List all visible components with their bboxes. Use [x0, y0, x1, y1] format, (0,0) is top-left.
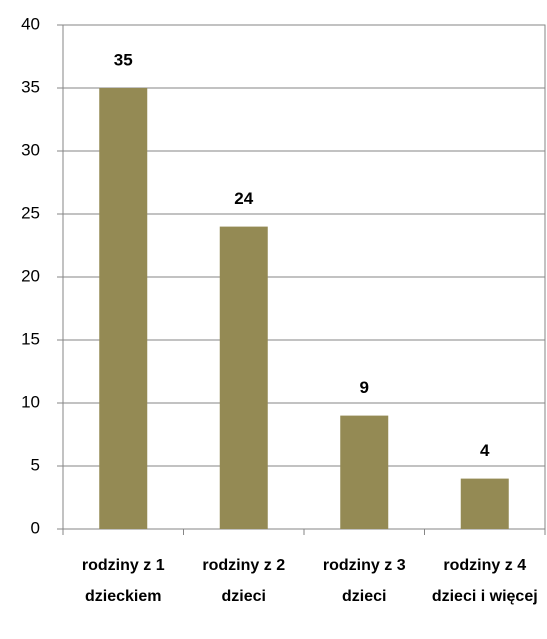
y-tick-label: 5 — [31, 455, 40, 474]
y-tick-label: 40 — [21, 14, 40, 33]
bar — [340, 415, 389, 529]
value-label: 4 — [480, 441, 490, 460]
y-tick-label: 25 — [21, 203, 40, 222]
y-tick-label: 35 — [21, 77, 40, 96]
x-tick-label: rodziny z 3 dzieci — [322, 557, 406, 605]
value-label: 24 — [234, 189, 253, 208]
y-tick-label: 20 — [21, 266, 40, 285]
value-label: 35 — [114, 50, 133, 69]
x-tick-label: rodziny z 4 dzieci i więcej — [431, 557, 538, 605]
y-tick-label: 10 — [21, 392, 40, 411]
bar — [99, 88, 148, 529]
y-tick-label: 30 — [21, 140, 40, 159]
value-label: 9 — [360, 378, 369, 397]
x-tick-label: rodziny z 2 dzieci — [202, 557, 286, 605]
bar — [219, 226, 268, 529]
bar — [460, 478, 509, 529]
y-tick-label: 0 — [31, 518, 40, 537]
x-tick-label: rodziny z 1 dzieckiem — [81, 557, 165, 605]
y-tick-label: 15 — [21, 329, 40, 348]
